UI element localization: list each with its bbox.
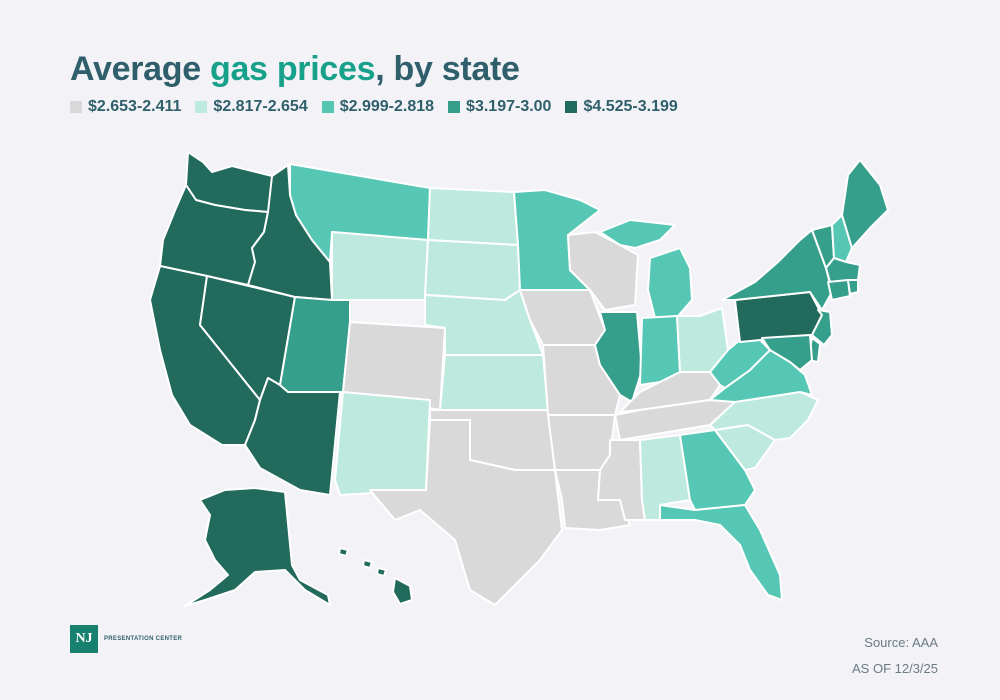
legend-swatch-2 xyxy=(321,101,334,113)
state-MA xyxy=(825,257,861,283)
state-CT xyxy=(827,279,851,301)
state-FL xyxy=(659,504,783,601)
state-SD xyxy=(424,239,521,301)
state-HI xyxy=(392,577,413,605)
logo-badge: NJ xyxy=(70,625,98,653)
state-KS xyxy=(439,354,549,411)
state-MI xyxy=(647,247,693,319)
source-text: Source: AAA xyxy=(864,635,938,650)
legend-swatch-4 xyxy=(565,101,578,113)
title-part2: , by state xyxy=(375,50,520,88)
legend-label-1: $2.817-2.654 xyxy=(213,98,308,115)
legend: $2.653-2.411 $2.817-2.654 $2.999-2.818 $… xyxy=(70,98,678,116)
legend-item-2: $2.999-2.818 xyxy=(321,98,435,116)
date-text: AS OF 12/3/25 xyxy=(852,661,938,676)
state-RI xyxy=(847,279,859,295)
state-AK xyxy=(184,487,331,607)
state-MI-upper xyxy=(599,219,676,249)
legend-label-4: $4.525-3.199 xyxy=(583,98,678,115)
legend-label-2: $2.999-2.818 xyxy=(339,98,435,115)
state-IL xyxy=(594,311,643,403)
map-title: Average gas prices, by state xyxy=(70,50,520,89)
logo-text: PRESENTATION CENTER xyxy=(104,636,183,642)
footer: Source: AAA AS OF 12/3/25 xyxy=(852,630,938,682)
legend-label-3: $3.197-3.00 xyxy=(466,98,552,115)
state-NM xyxy=(334,391,431,496)
legend-item-4: $4.525-3.199 xyxy=(565,98,678,116)
title-highlight: gas prices xyxy=(209,50,376,88)
state-NH xyxy=(831,214,853,263)
legend-item-1: $2.817-2.654 xyxy=(195,98,308,116)
state-TX xyxy=(369,419,563,606)
state-NJ xyxy=(811,309,833,346)
legend-swatch-0 xyxy=(70,101,82,113)
state-ME xyxy=(841,159,889,249)
legend-swatch-1 xyxy=(195,101,208,113)
legend-swatch-3 xyxy=(448,101,461,113)
legend-item-0: $2.653-2.411 xyxy=(70,98,181,116)
state-WY xyxy=(331,231,429,301)
state-ND xyxy=(427,187,519,246)
title-part1: Average xyxy=(70,50,210,88)
state-WI xyxy=(567,231,639,311)
legend-item-3: $3.197-3.00 xyxy=(448,98,551,116)
logo: NJ PRESENTATION CENTER xyxy=(70,625,182,653)
state-MD xyxy=(761,334,813,371)
state-HI-islands xyxy=(338,547,387,577)
legend-label-0: $2.653-2.411 xyxy=(88,98,182,115)
